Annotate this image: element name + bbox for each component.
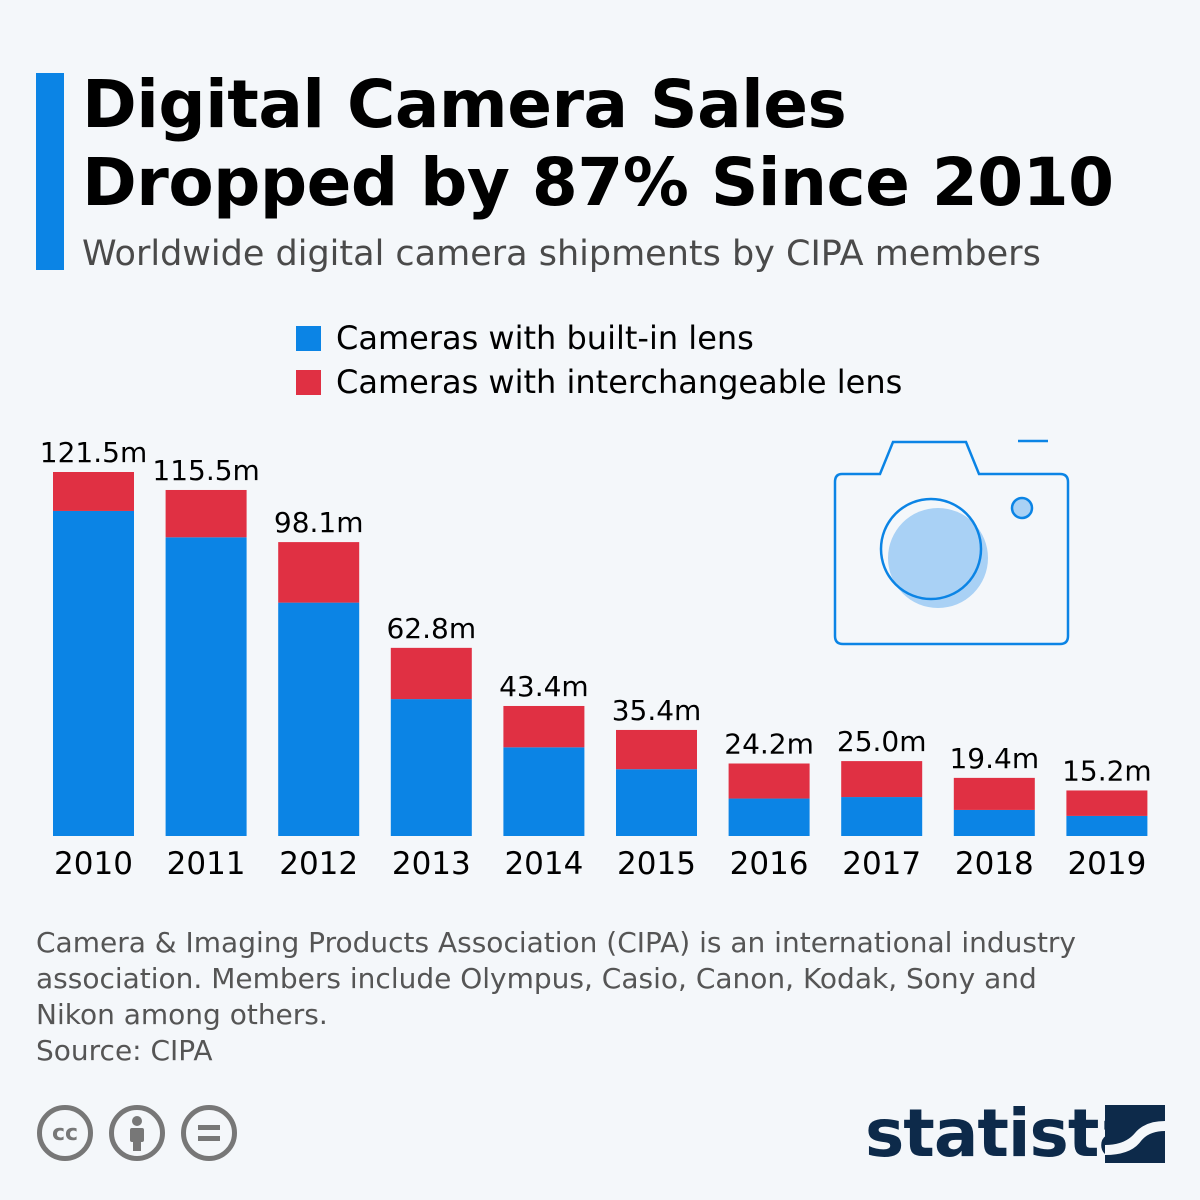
bar-segment-interchangeable-2013 bbox=[390, 647, 472, 700]
bar-segment-built-in-2010 bbox=[53, 510, 134, 836]
bar-segment-built-in-2014 bbox=[503, 747, 585, 836]
x-tick-2019: 2019 bbox=[1067, 846, 1146, 882]
x-tick-2018: 2018 bbox=[955, 846, 1034, 882]
title-accent-bar bbox=[36, 73, 64, 270]
total-label-2011: 115.5m bbox=[152, 454, 259, 487]
x-tick-2015: 2015 bbox=[617, 846, 696, 882]
brand-text: statista bbox=[865, 1095, 1143, 1172]
x-tick-2016: 2016 bbox=[730, 846, 809, 882]
x-tick-2013: 2013 bbox=[392, 846, 471, 882]
legend-swatch-blue bbox=[296, 325, 321, 351]
no-derivatives-icon[interactable] bbox=[181, 1105, 237, 1161]
bar-segment-built-in-2012 bbox=[278, 602, 360, 836]
total-label-2012: 98.1m bbox=[274, 506, 364, 539]
x-tick-2014: 2014 bbox=[504, 846, 583, 882]
legend: Cameras with built-in lens Cameras with … bbox=[296, 316, 902, 404]
page-title: Digital Camera Sales Dropped by 87% Sinc… bbox=[82, 66, 1114, 222]
bar-segment-interchangeable-2019 bbox=[1066, 790, 1148, 816]
person-icon bbox=[130, 1116, 144, 1151]
title-line-1: Digital Camera Sales bbox=[82, 66, 847, 143]
legend-item-built-in: Cameras with built-in lens bbox=[296, 316, 902, 360]
bar-segment-interchangeable-2017 bbox=[841, 761, 923, 798]
total-label-2019: 15.2m bbox=[1062, 754, 1152, 787]
footnote: Camera & Imaging Products Association (C… bbox=[36, 925, 1116, 1069]
bar-segment-built-in-2018 bbox=[953, 809, 1035, 836]
title-line-2: Dropped by 87% Since 2010 bbox=[82, 144, 1114, 221]
total-label-2016: 24.2m bbox=[724, 727, 814, 760]
statista-logo-icon bbox=[1105, 1105, 1165, 1163]
total-label-2015: 35.4m bbox=[612, 694, 702, 727]
bar-segment-built-in-2016 bbox=[728, 798, 810, 836]
subtitle: Worldwide digital camera shipments by CI… bbox=[82, 234, 1041, 274]
bar-segment-interchangeable-2016 bbox=[728, 763, 810, 799]
bar-segment-built-in-2015 bbox=[616, 769, 697, 836]
total-label-2010: 121.5m bbox=[40, 436, 147, 469]
bar-segment-built-in-2017 bbox=[841, 797, 923, 836]
footnote-text: Camera & Imaging Products Association (C… bbox=[36, 926, 1077, 1031]
source-text: Source: CIPA bbox=[36, 1034, 213, 1067]
total-label-2014: 43.4m bbox=[499, 670, 589, 703]
cc-icon[interactable]: cc bbox=[37, 1105, 93, 1161]
legend-label: Cameras with built-in lens bbox=[336, 319, 754, 357]
legend-item-interchangeable: Cameras with interchangeable lens bbox=[296, 360, 902, 404]
total-label-2018: 19.4m bbox=[949, 742, 1039, 775]
bar-segment-interchangeable-2011 bbox=[165, 489, 247, 538]
bar-segment-interchangeable-2010 bbox=[53, 472, 134, 511]
bar-segment-built-in-2011 bbox=[165, 537, 247, 836]
total-label-2013: 62.8m bbox=[386, 612, 476, 645]
bar-segment-built-in-2019 bbox=[1066, 815, 1148, 836]
legend-swatch-red bbox=[296, 369, 321, 395]
x-tick-2010: 2010 bbox=[54, 846, 133, 882]
attribution-icon[interactable] bbox=[109, 1105, 165, 1161]
bar-segment-built-in-2013 bbox=[390, 699, 472, 836]
bar-segment-interchangeable-2015 bbox=[616, 729, 697, 770]
bar-segment-interchangeable-2018 bbox=[953, 777, 1035, 810]
cc-text: cc bbox=[51, 1120, 79, 1146]
statista-logo[interactable]: statista bbox=[865, 1095, 1143, 1172]
camera-icon bbox=[833, 439, 1070, 646]
x-tick-2012: 2012 bbox=[279, 846, 358, 882]
equals-icon bbox=[198, 1125, 220, 1141]
x-tick-2017: 2017 bbox=[842, 846, 921, 882]
legend-label: Cameras with interchangeable lens bbox=[336, 363, 903, 401]
bar-segment-interchangeable-2014 bbox=[503, 705, 585, 748]
x-tick-2011: 2011 bbox=[167, 846, 246, 882]
bar-segment-interchangeable-2012 bbox=[278, 542, 360, 603]
total-label-2017: 25.0m bbox=[837, 725, 927, 758]
bar-chart: 121.5m 2010 115.5m 2011 98.1m 2012 62.8m 2013 43… bbox=[40, 436, 1152, 882]
